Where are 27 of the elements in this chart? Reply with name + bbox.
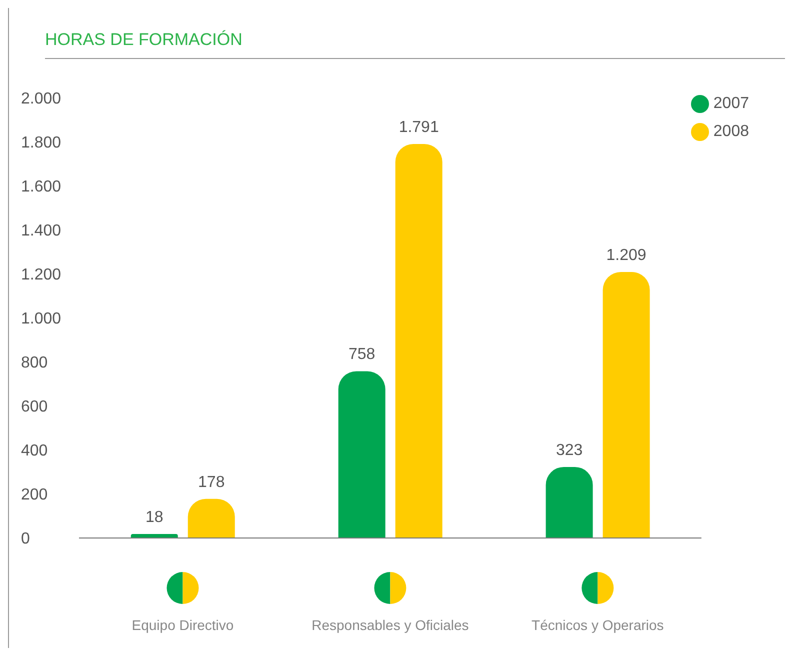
- y-tick-label: 0: [21, 530, 30, 548]
- data-label: 1.791: [398, 118, 439, 136]
- y-tick-label: 200: [21, 486, 48, 504]
- data-label: 323: [556, 442, 583, 459]
- y-tick-label: 800: [21, 354, 48, 372]
- legend-label: 2008: [713, 123, 749, 140]
- y-tick-label: 600: [21, 398, 48, 416]
- y-tick-label: 1.000: [21, 310, 62, 328]
- data-label: 1.209: [606, 247, 646, 264]
- y-tick-label: 1.800: [21, 134, 62, 152]
- x-tick-label: Responsables y Oficiales: [312, 617, 469, 633]
- bar: [546, 466, 593, 538]
- legend-label: 2007: [713, 95, 749, 112]
- chart-title: HORAS DE FORMACIÓN: [45, 30, 785, 59]
- x-tick-label: Equipo Directivo: [132, 617, 234, 633]
- y-tick-label: 400: [21, 442, 48, 460]
- y-tick-label: 2.000: [21, 90, 62, 108]
- bar: [338, 371, 386, 538]
- y-tick-label: 1.400: [21, 222, 62, 240]
- bar: [602, 272, 650, 538]
- y-tick-label: 1.600: [21, 178, 62, 196]
- y-tick-label: 1.200: [21, 266, 62, 284]
- data-label: 178: [198, 474, 225, 491]
- data-label: 758: [348, 346, 376, 364]
- bar: [395, 144, 442, 538]
- x-tick-label: Técnicos y Operarios: [532, 617, 664, 633]
- data-label: 18: [145, 509, 164, 526]
